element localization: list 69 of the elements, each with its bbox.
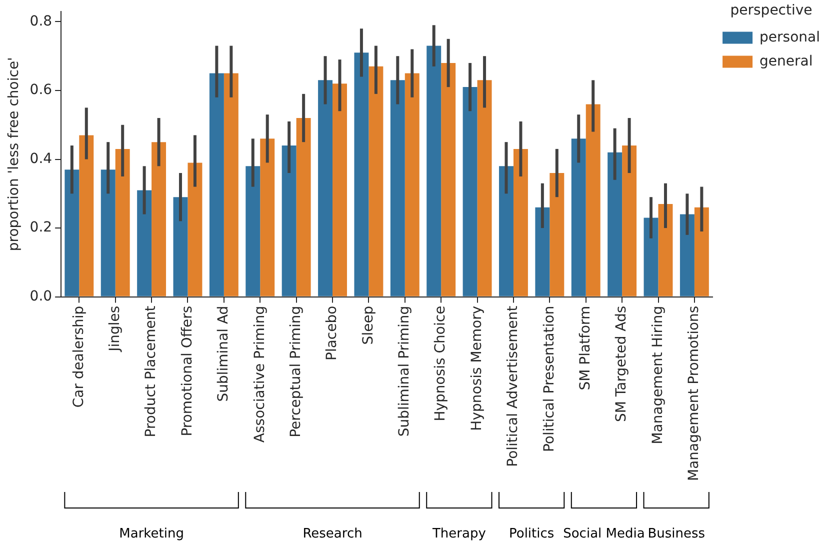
legend-label: general: [760, 53, 813, 70]
text: Politics: [508, 526, 554, 542]
x-tick-label: Promotional Offers: [179, 306, 196, 436]
bar: [152, 142, 166, 296]
bar: [608, 152, 622, 296]
x-tick-label: Product Placement: [143, 305, 160, 438]
x-tick-label: Car dealership: [70, 306, 87, 408]
x-tick-label: Hypnosis Choice: [432, 306, 449, 422]
bar: [100, 170, 116, 296]
bar: [64, 170, 80, 296]
bar: [368, 66, 384, 296]
x-tick-label: Subliminal Ad: [216, 306, 232, 402]
text: Research: [302, 526, 362, 542]
legend-label: personal: [760, 29, 820, 46]
x-tick-label: Management Promotions: [686, 306, 702, 482]
bar: [188, 162, 202, 296]
x-tick-label: Jingles: [106, 306, 123, 352]
bar: [209, 73, 224, 296]
x-tick-label: Sleep: [360, 306, 376, 345]
bar: [332, 84, 347, 296]
legend-title: perspective: [730, 2, 812, 19]
x-tick-label: Subliminal Priming: [396, 306, 413, 437]
x-tick-label: Associative Priming: [252, 306, 268, 443]
bar: [390, 80, 405, 296]
bar: [318, 80, 333, 296]
x-tick-label: SM Platform: [578, 306, 594, 390]
x-tick-label: Placebo: [324, 306, 340, 360]
y-tick-label: 0.0: [30, 288, 52, 304]
y-tick-label: 0.6: [30, 82, 52, 98]
bar: [137, 190, 152, 296]
bar: [173, 197, 188, 296]
bar: [354, 52, 369, 296]
bar: [224, 73, 238, 296]
x-tick-label: Perceptual Priming: [288, 306, 304, 438]
bar: [694, 207, 709, 296]
text: Business: [648, 526, 706, 542]
bar: [513, 148, 528, 296]
y-tick-label: 0.8: [30, 13, 52, 30]
y-axis-title: proportion 'less free choice': [6, 57, 22, 252]
bar: [115, 148, 130, 296]
bar: [462, 87, 478, 296]
x-tick-label: Political Advertisement: [505, 305, 522, 467]
bar: [658, 204, 673, 296]
bar: [404, 73, 420, 296]
bar: [296, 118, 311, 296]
bar: [282, 146, 296, 296]
x-tick-label: Management Hiring: [650, 306, 666, 444]
x-tick-label: Hypnosis Memory: [468, 306, 485, 431]
bar: [79, 135, 94, 296]
bar: [644, 218, 658, 296]
bar: [246, 166, 260, 296]
bar: [622, 146, 637, 296]
bar: [680, 214, 694, 296]
bar: [426, 46, 442, 296]
text: Marketing: [119, 526, 184, 542]
y-tick-label: 0.4: [30, 150, 52, 167]
bar: [550, 173, 564, 296]
bar: [535, 207, 550, 296]
bar: [441, 62, 456, 296]
bar: [586, 104, 600, 296]
bar: [477, 80, 492, 296]
y-tick-label: 0.2: [30, 220, 52, 236]
bar: [571, 138, 586, 296]
bar: [499, 166, 514, 296]
x-tick-label: SM Targeted Ads: [614, 306, 630, 422]
x-tick-label: Political Presentation: [541, 306, 558, 452]
bar: [260, 138, 275, 296]
text: Therapy: [431, 526, 486, 542]
text: Social Media: [563, 526, 645, 542]
